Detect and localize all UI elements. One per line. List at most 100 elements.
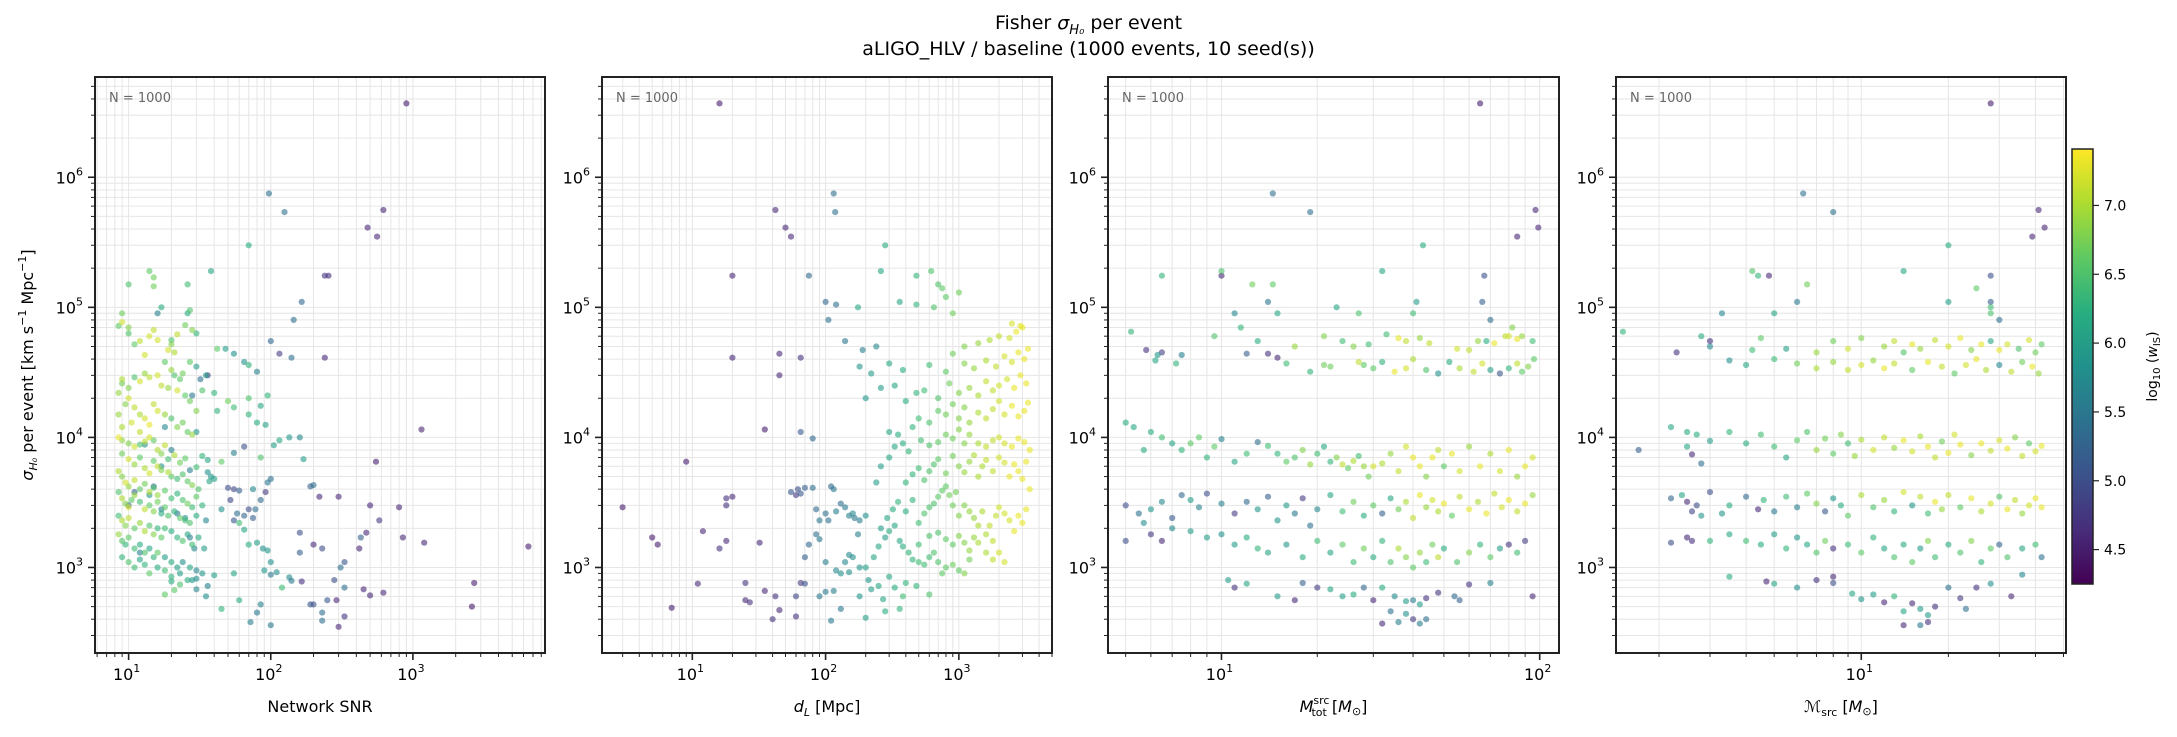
data-point [961,360,968,367]
data-point [195,486,202,493]
data-point [211,475,218,482]
data-point [975,409,982,416]
data-point [1158,434,1165,441]
data-point [1130,424,1137,431]
data-point [683,458,690,465]
data-point [825,517,832,524]
data-point [913,582,920,590]
data-point [1269,190,1276,197]
data-point [1429,454,1436,461]
data-point [1203,454,1210,461]
data-point [206,478,213,485]
data-point [1487,554,1494,561]
data-point [1383,331,1390,338]
data-point [1996,361,2003,369]
data-point [1429,541,1436,548]
data-point [1996,541,2003,548]
data-point [915,541,922,548]
data-point [418,426,425,433]
data-point [1771,356,1778,363]
data-point [333,597,340,604]
data-point [1706,338,1714,345]
data-point [983,415,990,422]
data-point [168,341,175,348]
data-point [136,411,143,418]
data-point [154,463,161,470]
data-point [842,559,849,566]
data-point [1402,554,1410,561]
data-point [168,559,175,566]
data-point [1830,338,1837,345]
data-point [161,442,168,449]
data-point [158,510,165,517]
data-point [224,484,232,491]
data-point [886,573,893,580]
data-point [1379,358,1386,366]
data-point [856,593,863,600]
y-tick-label: 103 [563,555,590,577]
data-point [955,532,963,540]
data-point [364,224,371,231]
data-point [230,404,237,411]
data-point [1187,440,1194,447]
data-point [1755,506,1762,513]
data-point [1726,428,1733,436]
data-point [1483,510,1490,517]
data-point [930,549,938,556]
data-point [1900,437,1907,444]
data-point [1147,428,1154,436]
data-point [241,358,248,366]
panel-dl: 101 102 103 103 104 105 106 N = 1000 dL [Mpc] [563,76,1053,719]
data-point [146,502,153,509]
data-point [1122,419,1129,426]
data-point [184,577,191,584]
data-point [930,500,938,507]
data-point [150,554,157,561]
data-point [955,512,963,519]
data-point [1379,584,1386,591]
data-point [1932,337,1939,344]
data-point [179,370,186,377]
data-point [825,316,832,323]
data-point [822,298,829,305]
data-point [1143,346,1150,354]
data-point [1355,310,1362,317]
data-point [1254,338,1261,345]
data-point [873,343,880,350]
data-point [1178,446,1185,454]
data-point [1481,272,1488,279]
data-point [1178,492,1185,499]
data-point [1968,495,1975,502]
data-point [813,506,820,513]
data-point [1726,573,1733,580]
data-point [1932,603,1939,610]
data-point [267,622,274,629]
data-point [1858,335,1865,342]
data-point [154,446,161,454]
data-point [992,363,1000,370]
data-point [1881,343,1888,350]
data-point [150,401,157,408]
data-point [2038,504,2045,511]
data-point [186,564,193,571]
data-point [942,431,950,438]
data-point [199,502,206,509]
data-point [165,512,172,519]
data-point [1370,597,1377,604]
data-point [983,531,990,538]
data-point [270,442,277,449]
data-point [154,310,161,317]
data-point [1274,354,1281,361]
data-point [761,426,768,433]
data-point [201,545,208,552]
data-point [136,454,143,461]
data-point [1900,489,1907,496]
data-point [1945,298,1952,305]
data-point [1345,465,1352,472]
data-point [1924,619,1932,626]
data-point [176,570,184,577]
data-point [2004,445,2011,452]
data-point [989,468,997,475]
data-point [150,484,157,491]
data-point [1996,437,2003,444]
